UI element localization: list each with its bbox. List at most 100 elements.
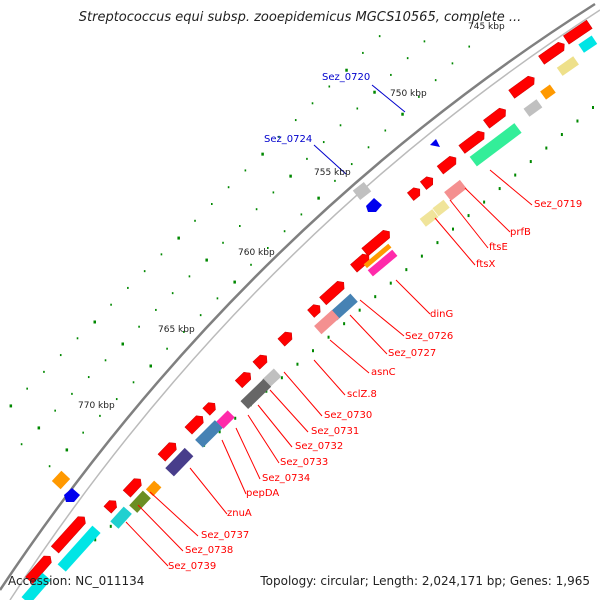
scale-tick (171, 292, 174, 295)
scale-tick (87, 376, 90, 379)
inner-scale-tick (420, 254, 423, 258)
scale-tick (294, 119, 297, 122)
gene-label-inner: Sez_0726 (405, 331, 454, 342)
scale-label: 765 kbp (158, 325, 195, 335)
scale-tick (71, 392, 73, 395)
inner-scale-tick (529, 160, 532, 164)
feature-block (21, 572, 51, 600)
feature-block (195, 420, 223, 448)
feature-block (444, 179, 467, 201)
gene-label-inner: Sez_0719 (534, 199, 583, 210)
gene-label-inner: Sez_0738 (185, 545, 234, 556)
scale-tick (278, 135, 280, 138)
scale-tick (261, 152, 264, 156)
scale-tick (121, 342, 124, 346)
feature-block (540, 84, 556, 100)
inner-scale-tick (218, 430, 221, 434)
scale-tick (115, 398, 118, 401)
scale-tick (138, 325, 140, 328)
gene-label-inner: Sez_0734 (262, 473, 311, 484)
inner-scale-tick (280, 376, 283, 380)
gene-label-outer: Sez_0720 (322, 72, 371, 83)
gene-label-inner: sclZ.8 (347, 389, 377, 400)
scale-tick (233, 280, 236, 284)
feature-block (329, 293, 358, 321)
scale-tick (250, 263, 252, 266)
scale-tick (267, 247, 269, 249)
scale-tick (300, 213, 303, 216)
scale-tick (244, 169, 247, 172)
feature-block (419, 209, 439, 227)
scale-tick (339, 124, 342, 127)
feature-block (578, 35, 598, 53)
forward-gene (361, 230, 390, 257)
gene-label-inner: znuA (227, 508, 252, 519)
scale-tick (255, 208, 258, 211)
forward-gene (157, 442, 177, 462)
gene-label-inner: ftsE (489, 242, 508, 253)
feature-block (556, 56, 579, 76)
inner-scale-tick (592, 106, 594, 109)
scale-tick (82, 431, 84, 434)
scale-tick (211, 203, 213, 205)
scale-label: 755 kbp (314, 168, 351, 178)
forward-gene (184, 415, 204, 435)
inner-scale-tick (514, 173, 517, 177)
scale-tick (406, 57, 409, 60)
genome-backbone-outer (0, 2, 596, 591)
map-title: Streptococcus equi subsp. zooepidemicus … (78, 10, 522, 25)
inner-scale-tick (94, 538, 97, 542)
outer-strand-features (51, 139, 440, 502)
outer-feature-arrow (430, 139, 440, 147)
forward-gene (307, 304, 321, 318)
accession-value: NC_011134 (75, 574, 145, 588)
scale-tick (451, 62, 454, 65)
gene-label-inner: Sez_0731 (311, 426, 360, 437)
gene-label-inner: Sez_0727 (388, 348, 437, 359)
scale-tick (468, 45, 471, 48)
inner-scale-tick (560, 133, 563, 137)
gene-label-inner: Sez_0733 (280, 457, 329, 468)
scale-tick (54, 409, 56, 412)
forward-gene (419, 176, 434, 190)
forward-gene (277, 331, 293, 347)
inner-scale-tick (389, 281, 392, 285)
scale-tick (76, 337, 79, 340)
scale-label: 745 kbp (468, 22, 505, 32)
scale-tick (334, 179, 336, 182)
scale-tick (423, 40, 426, 43)
feature-block (57, 525, 101, 572)
feature-block (145, 480, 162, 497)
feature-block (165, 447, 194, 477)
scale-tick (194, 219, 196, 222)
scale-tick (166, 347, 168, 350)
inner-scale-tick (109, 524, 112, 528)
scale-tick (160, 253, 163, 256)
scale-tick (26, 387, 28, 390)
outer-feature-block (352, 181, 372, 201)
forward-gene (122, 478, 142, 498)
scale-tick (322, 141, 325, 144)
scale-tick (48, 465, 51, 468)
scale-tick (311, 102, 314, 105)
scale-tick (183, 330, 185, 333)
scale-tick (356, 107, 359, 110)
outer-feature-arrow (64, 488, 80, 502)
scale-tick (401, 112, 404, 116)
forward-gene (538, 41, 565, 65)
scale-tick (59, 354, 62, 357)
gene-label-inner: ftsX (476, 259, 496, 270)
scale-tick (227, 186, 230, 189)
scale-tick (43, 370, 45, 373)
scale-tick (367, 146, 370, 149)
scale-tick (127, 286, 129, 289)
gene-label-inner: Sez_0732 (295, 441, 344, 452)
forward-gene (563, 19, 593, 45)
scale-tick (99, 414, 101, 417)
scale-tick (384, 129, 387, 132)
scale-tick (418, 95, 420, 98)
scale-tick (149, 364, 152, 368)
scale-tick (328, 85, 331, 88)
forward-gene (25, 555, 52, 584)
